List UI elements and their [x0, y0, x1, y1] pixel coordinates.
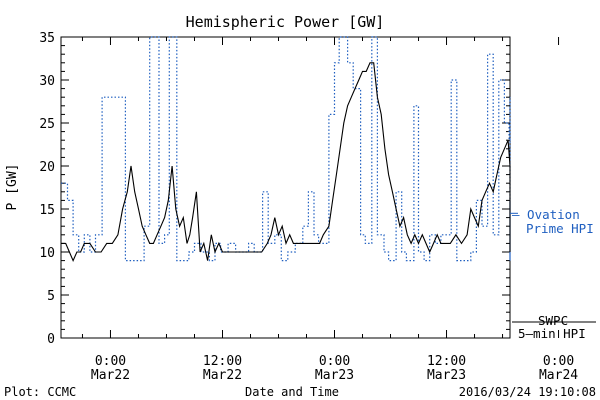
- legend-ovation-line2: Prime HPI: [526, 221, 594, 236]
- series-layer: [61, 36, 518, 262]
- y-tick-label: 30: [39, 74, 55, 89]
- chart-title: Hemispheric Power [GW]: [186, 13, 385, 31]
- y-tick-label: 15: [39, 203, 55, 218]
- plot-credit: Plot: CCMC: [4, 385, 76, 399]
- x-tick-label-time: 12:00: [427, 354, 466, 369]
- x-tick-label-date: Mar22: [203, 368, 242, 383]
- x-tick-label-date: Mar23: [427, 368, 466, 383]
- legend: — Ovation Prime HPI SWPC 5—min HPI: [512, 207, 596, 341]
- x-axis: 0:00Mar2212:00Mar220:00Mar2312:00Mar230:…: [81, 37, 578, 383]
- legend-swpc-line1: SWPC: [538, 313, 568, 328]
- y-tick-label: 25: [39, 117, 55, 132]
- x-axis-label: Date and Time: [245, 385, 339, 399]
- y-axis-label: P [GW]: [5, 164, 20, 211]
- x-tick-label-time: 0:00: [319, 354, 350, 369]
- x-tick-label-date: Mar22: [91, 368, 130, 383]
- y-tick-label: 35: [39, 31, 55, 46]
- x-tick-label-time: 0:00: [543, 354, 574, 369]
- x-tick-label-time: 12:00: [203, 354, 242, 369]
- x-tick-label-date: Mar23: [315, 368, 354, 383]
- timestamp: 2016/03/24 19:10:08: [459, 385, 596, 399]
- series-ovation-prime-hpi: [61, 36, 511, 262]
- series-swpc-5min-hpi: [61, 62, 511, 262]
- legend-swpc-line2: 5—min HPI: [518, 326, 586, 341]
- y-tick-label: 10: [39, 246, 55, 261]
- y-axis: 0 5 10 15 20 25 30 35: [39, 31, 510, 347]
- y-tick-label: 5: [47, 289, 55, 304]
- x-tick-label-time: 0:00: [95, 354, 126, 369]
- x-tick-label-date: Mar24: [539, 368, 578, 383]
- y-tick-label: 20: [39, 160, 55, 175]
- y-tick-label: 0: [47, 332, 55, 347]
- legend-ovation-line1: — Ovation: [512, 207, 580, 222]
